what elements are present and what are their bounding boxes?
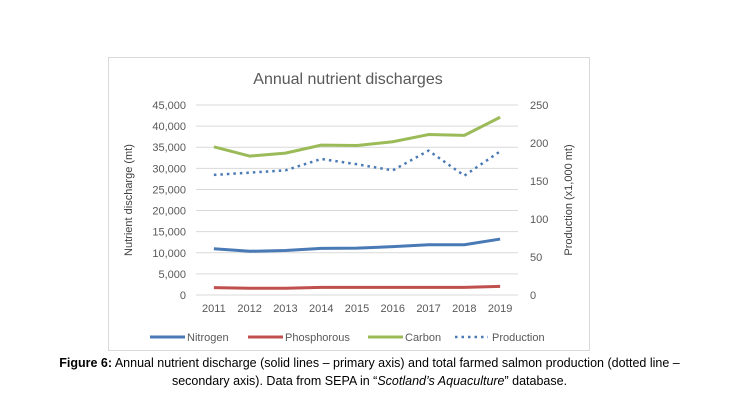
- database-name: Scotland’s Aquaculture: [377, 374, 505, 388]
- y2-tick-label: 0: [530, 290, 536, 302]
- y2-axis-label: Production (x1,000 mt): [563, 144, 575, 255]
- y-tick-label: 20,000: [152, 206, 186, 218]
- y2-tick-label: 200: [530, 138, 548, 150]
- y-axis-label: Nutrient discharge (mt): [123, 144, 135, 256]
- legend-label-production: Production: [492, 332, 545, 344]
- x-tick-label: 2014: [309, 303, 333, 315]
- caption-text: secondary axis). Data from SEPA in “: [171, 374, 378, 388]
- y-tick-label: 25,000: [152, 184, 186, 196]
- y-tick-label: 15,000: [152, 227, 186, 239]
- x-tick-label: 2012: [237, 303, 261, 315]
- series-line-phosphorous: [213, 284, 501, 290]
- figure-caption-line1: Figure 6: Annual nutrient discharge (sol…: [0, 356, 739, 370]
- series-line-carbon: [213, 115, 501, 158]
- y-tick-label: 35,000: [152, 142, 186, 154]
- y-tick-label: 5,000: [158, 269, 186, 281]
- x-tick-label: 2017: [416, 303, 440, 315]
- y-tick-label: 45,000: [152, 100, 186, 112]
- caption-text: ” database.: [504, 374, 568, 388]
- chart-frame: [108, 57, 590, 351]
- x-tick-label: 2011: [202, 303, 226, 315]
- series-line-nitrogen: [213, 237, 501, 253]
- legend-label-nitrogen: Nitrogen: [187, 332, 229, 344]
- y-tick-label: 0: [180, 290, 186, 302]
- y2-tick-label: 50: [530, 252, 542, 264]
- y2-tick-label: 250: [530, 100, 548, 112]
- x-tick-label: 2016: [381, 303, 405, 315]
- figure-caption-line2: secondary axis). Data from SEPA in “Scot…: [0, 374, 739, 388]
- x-tick-label: 2015: [345, 303, 369, 315]
- chart-title: Annual nutrient discharges: [253, 71, 442, 88]
- x-tick-label: 2018: [452, 303, 476, 315]
- x-tick-label: 2019: [488, 303, 512, 315]
- y-tick-label: 10,000: [152, 248, 186, 260]
- caption-text: Annual nutrient discharge (solid lines –…: [112, 356, 680, 370]
- figure-label: Figure 6:: [59, 356, 113, 370]
- x-tick-label: 2013: [273, 303, 297, 315]
- legend-label-phosphorous: Phosphorous: [285, 332, 350, 344]
- y2-tick-label: 100: [530, 214, 548, 226]
- y2-tick-label: 150: [530, 176, 548, 188]
- y-tick-label: 40,000: [152, 121, 186, 133]
- legend-label-carbon: Carbon: [405, 332, 441, 344]
- y-tick-label: 30,000: [152, 163, 186, 175]
